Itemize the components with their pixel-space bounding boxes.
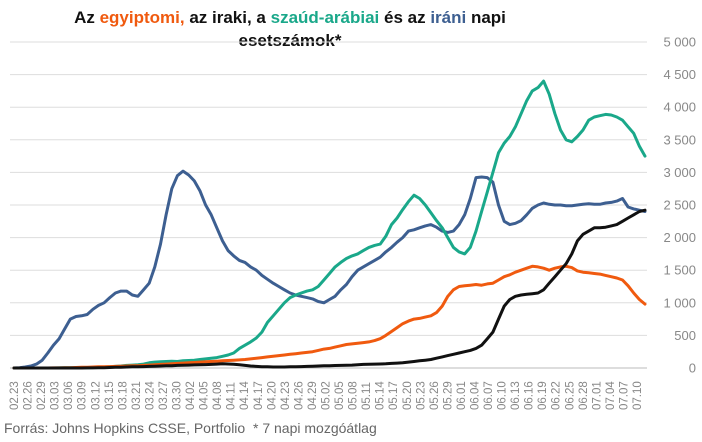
x-tick-label: 04.08 bbox=[212, 381, 224, 410]
title-part-2: az iraki, a bbox=[184, 8, 271, 27]
title-part-3: és az bbox=[379, 8, 431, 27]
title-egypt: egyiptomi, bbox=[99, 8, 185, 27]
series-lines bbox=[12, 79, 647, 370]
y-tick-label: 4 500 bbox=[663, 67, 696, 82]
x-tick-label: 03.15 bbox=[104, 381, 116, 410]
x-tick-label: 06.10 bbox=[497, 381, 509, 410]
x-tick-label: 04.14 bbox=[239, 381, 251, 410]
y-tick-label: 2 000 bbox=[663, 230, 696, 245]
x-tick-label: 04.29 bbox=[307, 381, 319, 410]
chart-footer: Forrás: Johns Hopkins CSSE, Portfolio * … bbox=[4, 420, 377, 436]
x-tick-label: 04.20 bbox=[266, 381, 278, 410]
x-tick-label: 06.13 bbox=[510, 381, 522, 410]
x-tick-label: 06.07 bbox=[483, 381, 495, 410]
source-note: Forrás: Johns Hopkins CSSE, Portfolio bbox=[4, 420, 246, 436]
x-tick-label: 02.23 bbox=[9, 381, 21, 410]
x-tick-label: 04.05 bbox=[199, 381, 211, 410]
x-tick-label: 05.23 bbox=[415, 381, 427, 410]
y-tick-label: 500 bbox=[674, 328, 696, 343]
series-line-iran bbox=[12, 169, 647, 370]
x-tick-label: 03.30 bbox=[172, 381, 184, 410]
x-tick-label: 03.18 bbox=[117, 381, 129, 410]
x-tick-label: 06.25 bbox=[564, 381, 576, 410]
x-tick-label: 05.14 bbox=[375, 381, 387, 410]
x-tick-label: 07.07 bbox=[618, 381, 630, 410]
y-tick-label: 1 000 bbox=[663, 295, 696, 310]
x-tick-label: 03.03 bbox=[50, 381, 62, 410]
x-tick-label: 02.29 bbox=[36, 381, 48, 410]
x-tick-label: 05.20 bbox=[402, 381, 414, 410]
x-tick-label: 04.11 bbox=[226, 382, 238, 410]
title-saudi: szaúd-arábiai bbox=[270, 8, 380, 27]
chart-title: Az egyiptomi, az iraki, a szaúd-arábiai … bbox=[60, 6, 520, 52]
series-line-saudi bbox=[12, 79, 647, 370]
x-tick-label: 07.10 bbox=[632, 381, 644, 410]
x-tick-label: 04.26 bbox=[293, 381, 305, 410]
x-tick-label: 06.28 bbox=[578, 381, 590, 410]
x-tick-label: 03.27 bbox=[158, 381, 170, 410]
x-tick-label: 05.11 bbox=[361, 382, 373, 410]
x-tick-label: 06.16 bbox=[524, 381, 536, 410]
x-tick-label: 04.02 bbox=[185, 381, 197, 410]
y-tick-label: 3 500 bbox=[663, 132, 696, 147]
x-tick-label: 03.06 bbox=[63, 381, 75, 410]
x-tick-label: 06.22 bbox=[551, 381, 563, 410]
x-tick-label: 03.21 bbox=[131, 381, 143, 410]
y-tick-label: 5 000 bbox=[663, 35, 696, 50]
x-tick-label: 07.04 bbox=[605, 381, 617, 410]
x-tick-label: 03.24 bbox=[144, 381, 156, 410]
x-tick-label: 03.12 bbox=[90, 381, 102, 410]
x-tick-label: 03.09 bbox=[77, 381, 89, 410]
x-tick-label: 04.17 bbox=[253, 381, 265, 410]
y-tick-label: 4 000 bbox=[663, 100, 696, 115]
x-tick-label: 05.05 bbox=[334, 381, 346, 410]
x-tick-label: 06.01 bbox=[456, 381, 468, 410]
x-tick-label: 05.29 bbox=[442, 381, 454, 410]
x-axis: 02.23 02.26 02.29 03.03 03.06 03.09 03.12 03.15… bbox=[9, 381, 644, 410]
title-iran: iráni bbox=[430, 8, 467, 27]
x-tick-label: 07.01 bbox=[591, 381, 603, 410]
y-tick-label: 1 500 bbox=[663, 263, 696, 278]
x-tick-label: 06.04 bbox=[469, 381, 481, 410]
x-tick-label: 05.02 bbox=[321, 381, 333, 410]
x-tick-label: 06.19 bbox=[537, 381, 549, 410]
x-tick-label: 02.26 bbox=[23, 381, 35, 410]
title-part-1: Az bbox=[74, 8, 100, 27]
y-tick-label: 3 000 bbox=[663, 165, 696, 180]
x-tick-label: 04.23 bbox=[280, 381, 292, 410]
x-tick-label: 05.17 bbox=[388, 381, 400, 410]
x-tick-label: 05.26 bbox=[429, 381, 441, 410]
series-line-iraq bbox=[12, 208, 647, 370]
x-tick-label: 05.08 bbox=[348, 381, 360, 410]
y-tick-label: 0 bbox=[689, 361, 696, 376]
y-tick-label: 2 500 bbox=[663, 198, 696, 213]
y-axis: 0 500 1 000 1 500 2 000 2 500 3 000 3 500 4 000 4… bbox=[663, 35, 696, 376]
title-part-4: napi esetszámok* bbox=[238, 8, 506, 50]
moving-average-note: * 7 napi mozgóátlag bbox=[253, 420, 377, 436]
